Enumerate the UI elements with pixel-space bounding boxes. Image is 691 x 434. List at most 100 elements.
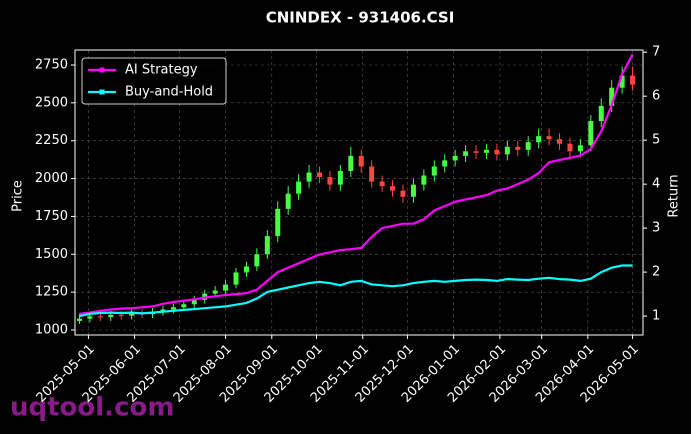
candle-body [369, 166, 375, 182]
candle [483, 143, 489, 159]
y-tick-label: 1250 [35, 285, 68, 300]
candle-body [379, 181, 385, 187]
candle [369, 160, 375, 188]
candle-body [181, 304, 187, 308]
candle [410, 178, 416, 203]
candle-body [557, 139, 563, 144]
y2-axis-label: Return [667, 174, 682, 217]
candle-body [598, 105, 604, 122]
y2-tick-label: 7 [652, 45, 660, 60]
y2-tick-label: 3 [652, 221, 660, 236]
candle-body [536, 136, 542, 143]
candle [316, 166, 322, 184]
candle-body [410, 184, 416, 197]
candle [390, 180, 396, 197]
candle-body [170, 307, 176, 310]
y-tick-label: 1000 [35, 323, 68, 338]
y-axis-label: Price [11, 180, 26, 212]
candle-body [76, 318, 82, 321]
legend-marker [99, 89, 105, 95]
candle-body [243, 266, 249, 273]
candle-body [546, 136, 552, 140]
candle [588, 114, 594, 152]
candle [358, 149, 364, 173]
candle [567, 137, 573, 158]
candle [421, 169, 427, 191]
candle [473, 145, 479, 159]
candle [431, 160, 437, 182]
candle [348, 146, 354, 178]
candle [254, 248, 260, 271]
y-tick-label: 2500 [35, 95, 68, 110]
candle [275, 201, 281, 243]
candle [463, 145, 469, 162]
watermark: uqtool.com [10, 393, 174, 423]
candle-body [212, 290, 218, 294]
y-tick-label: 2250 [35, 133, 68, 148]
candle-body [577, 145, 583, 152]
y2-tick-label: 6 [652, 89, 660, 104]
candle-body [421, 175, 427, 185]
legend-box [81, 57, 227, 105]
candle-body [275, 208, 281, 237]
candle-body [348, 155, 354, 171]
series-line [79, 53, 634, 315]
candle-body [630, 75, 636, 85]
y-tick-label: 2000 [35, 171, 68, 186]
candle [536, 128, 542, 149]
candle [191, 295, 197, 309]
candle-body [264, 236, 270, 255]
series-line [79, 264, 633, 318]
y2-tick-label: 2 [652, 265, 660, 280]
candle-body [254, 254, 260, 267]
candle-body [483, 149, 489, 153]
candle-body [191, 299, 197, 305]
y-tick-label: 2750 [35, 57, 68, 72]
candle [243, 261, 249, 278]
candle-body [285, 193, 291, 209]
candle-body [442, 160, 448, 167]
candle [546, 128, 552, 146]
candle [525, 136, 531, 156]
legend: AI Strategy Buy-and-Hold [81, 57, 227, 105]
candle-body [306, 172, 312, 182]
candle [296, 174, 302, 200]
candle [129, 309, 135, 320]
candle [515, 140, 521, 156]
legend-label: AI Strategy [125, 63, 198, 78]
candle [598, 98, 604, 128]
candle-body [400, 190, 406, 197]
candle-body [97, 316, 103, 318]
candle-body [233, 272, 239, 285]
candle [452, 149, 458, 167]
candle-body [619, 75, 625, 88]
candle [400, 184, 406, 203]
candle-body [588, 121, 594, 146]
candle-body [431, 166, 437, 176]
candle-body [525, 142, 531, 150]
y-tick-label: 1750 [35, 209, 68, 224]
candle [223, 280, 229, 295]
candle [327, 170, 333, 191]
candle [285, 186, 291, 215]
candle [504, 140, 510, 161]
candle [442, 154, 448, 173]
candle-body [515, 146, 521, 150]
candle-body [129, 313, 135, 316]
candle-body [452, 155, 458, 161]
candle-body [87, 316, 93, 319]
candle [337, 164, 343, 191]
candle [233, 267, 239, 289]
y-tick-label: 1500 [35, 247, 68, 262]
candle [494, 143, 500, 161]
legend-label: Buy-and-Hold [125, 85, 213, 100]
candle-body [494, 149, 500, 155]
candle-body [327, 177, 333, 185]
chart-title: CNINDEX - 931406.CSI [266, 9, 455, 27]
candle-body [390, 186, 396, 191]
candle [306, 164, 312, 188]
candle [264, 230, 270, 259]
candle-body [337, 170, 343, 185]
candle [619, 66, 625, 94]
plot-frame [74, 49, 644, 336]
